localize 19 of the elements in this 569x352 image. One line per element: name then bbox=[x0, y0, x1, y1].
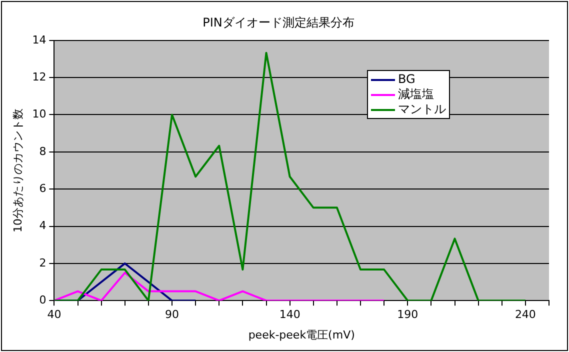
chart-title: PINダイオード測定結果分布 bbox=[202, 15, 354, 30]
y-tick-label: 14 bbox=[32, 33, 46, 46]
y-tick-label: 12 bbox=[32, 70, 46, 84]
x-tick-label: 190 bbox=[397, 308, 418, 322]
x-tick-label: 90 bbox=[165, 308, 180, 322]
legend-label: BG bbox=[397, 72, 416, 88]
y-tick-label: 0 bbox=[39, 293, 46, 306]
y-tick-label: 4 bbox=[39, 219, 46, 232]
legend-label: マントル bbox=[397, 102, 446, 118]
x-tick-label: 140 bbox=[279, 308, 300, 322]
y-tick-label: 10 bbox=[32, 108, 46, 121]
x-tick-label: 40 bbox=[47, 308, 62, 322]
y-tick-label: 2 bbox=[39, 256, 46, 270]
y-axis-title: 10分あたりのカウント数 bbox=[11, 108, 24, 232]
legend-label: 減塩塩 bbox=[397, 87, 436, 102]
y-tick-label: 6 bbox=[39, 182, 46, 195]
y-tick-label: 8 bbox=[39, 144, 46, 158]
x-tick-label: 240 bbox=[514, 308, 536, 322]
x-axis-title: peek-peek電圧(mV) bbox=[248, 328, 355, 342]
